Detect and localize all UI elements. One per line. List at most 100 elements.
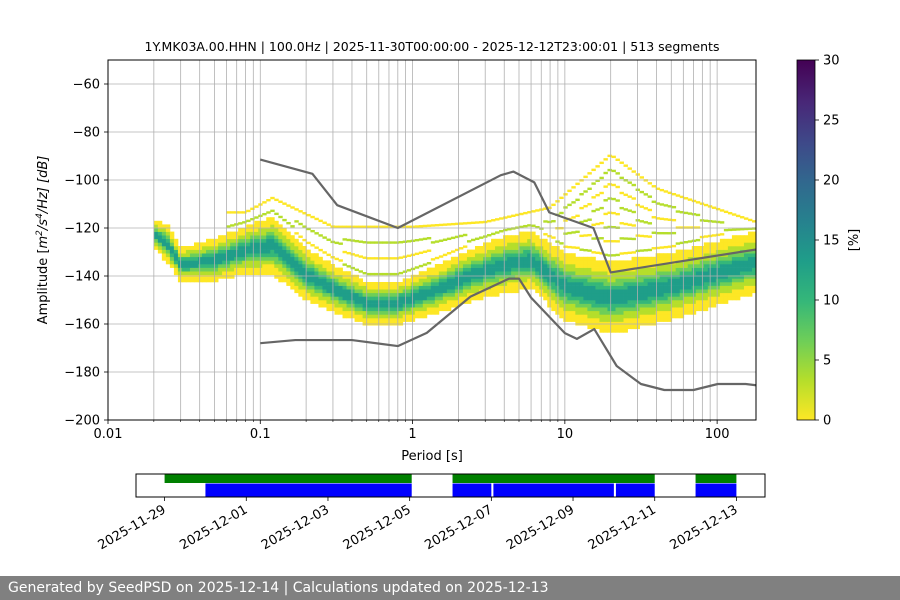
density-bin: [470, 274, 476, 279]
density-bin: [230, 231, 235, 236]
density-bin: [278, 274, 283, 279]
density-bin: [751, 282, 756, 286]
density-bin: [282, 235, 287, 240]
density-bin-sparse: [390, 272, 396, 276]
density-bin: [270, 256, 275, 261]
density-bin-sparse: [466, 240, 472, 243]
density-bin: [222, 264, 227, 268]
density-bin: [715, 264, 721, 268]
density-bin: [290, 235, 295, 240]
density-bin: [679, 278, 685, 283]
density-bin: [743, 271, 749, 276]
density-bin-sparse: [595, 165, 600, 168]
density-bin: [531, 238, 536, 243]
density-bin: [571, 264, 576, 268]
density-bin: [310, 274, 315, 279]
density-bin: [394, 289, 400, 294]
density-bin-sparse: [595, 222, 600, 226]
density-bin: [414, 278, 420, 283]
density-bin: [169, 249, 175, 254]
density-bin: [302, 285, 307, 290]
density-bin: [643, 274, 649, 279]
density-bin: [591, 274, 596, 279]
density-bin: [559, 303, 564, 308]
density-bin: [507, 289, 512, 294]
density-bin: [491, 271, 496, 276]
density-bin: [591, 282, 596, 286]
density-bin: [338, 282, 343, 286]
density-bin-sparse: [743, 217, 749, 220]
density-bin: [446, 274, 452, 279]
density-bin: [643, 271, 649, 276]
timeline-tick-label: 2025-12-13: [667, 502, 740, 553]
density-bin: [559, 249, 564, 254]
density-bin: [338, 274, 343, 279]
density-bin: [695, 260, 701, 265]
density-bin: [382, 296, 388, 301]
density-bin: [563, 264, 568, 268]
density-bin: [559, 253, 564, 258]
density-bin: [647, 274, 653, 279]
density-bin: [169, 256, 175, 261]
density-bin: [671, 256, 677, 261]
density-bin: [318, 260, 323, 265]
density-bin: [222, 246, 227, 250]
density-bin: [230, 238, 235, 243]
density-bin: [354, 278, 359, 283]
density-bin: [491, 242, 496, 247]
density-bin: [222, 274, 227, 279]
density-bin: [302, 271, 307, 276]
density-bin: [531, 264, 536, 268]
density-bin: [414, 310, 420, 315]
density-bin: [687, 278, 693, 283]
density-bin: [651, 271, 657, 276]
density-bin: [410, 303, 416, 308]
density-bin: [358, 289, 363, 294]
density-bin: [671, 264, 677, 268]
density-bin-sparse: [575, 246, 580, 250]
density-bin: [591, 307, 596, 312]
density-bin: [719, 256, 725, 261]
density-bin: [318, 292, 323, 297]
density-bin: [687, 256, 693, 261]
density-bin: [462, 278, 468, 283]
density-bin: [250, 260, 255, 265]
density-bin: [551, 285, 556, 290]
density-bin-sparse: [651, 231, 657, 234]
density-bin: [442, 285, 448, 290]
density-bin: [711, 246, 717, 250]
density-bin: [727, 260, 733, 265]
density-bin-sparse: [374, 225, 380, 228]
density-bin: [458, 296, 464, 301]
density-bin: [691, 289, 697, 294]
density-bin-sparse: [362, 225, 367, 228]
density-bin: [470, 267, 476, 272]
density-bin: [535, 253, 540, 258]
density-bin: [623, 321, 628, 326]
density-bin: [430, 278, 436, 283]
density-bin: [575, 289, 580, 294]
density-bin: [306, 296, 311, 301]
density-bin: [523, 264, 528, 268]
density-bin: [679, 303, 685, 308]
density-bin: [631, 264, 636, 268]
density-bin: [418, 285, 424, 290]
density-bin-sparse: [294, 208, 299, 211]
density-bin: [366, 307, 372, 312]
density-bin-sparse: [430, 241, 436, 244]
density-bin-sparse: [711, 220, 717, 223]
density-bin: [278, 242, 283, 247]
density-bin: [382, 300, 388, 304]
density-bin: [615, 296, 620, 301]
density-bin: [579, 274, 584, 279]
density-bin-sparse: [587, 187, 592, 190]
density-bin-sparse: [667, 245, 673, 248]
density-bin: [547, 278, 552, 283]
density-bin: [350, 303, 355, 308]
density-bin: [559, 296, 564, 301]
density-bin: [402, 282, 408, 286]
density-bin: [495, 274, 500, 279]
density-bin: [683, 253, 689, 258]
density-bin: [358, 314, 363, 319]
timeline-tick-label: 2025-11-29: [96, 502, 169, 553]
